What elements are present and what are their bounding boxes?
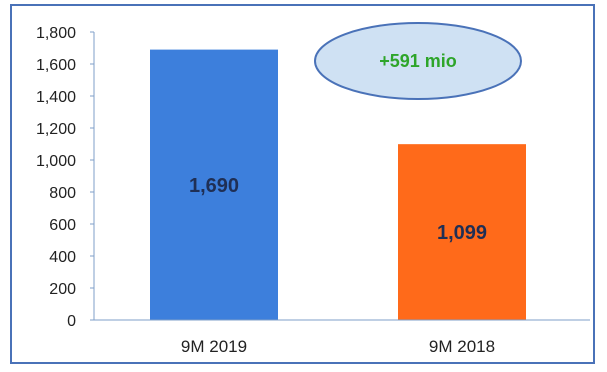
x-category-label: 9M 2019 bbox=[181, 337, 247, 356]
callout-text: +591 mio bbox=[379, 51, 457, 71]
y-tick-label: 1,600 bbox=[36, 57, 76, 74]
bar bbox=[150, 49, 278, 320]
x-axis: 9M 2019 9M 2018 bbox=[94, 319, 590, 356]
bar bbox=[398, 144, 526, 320]
data-label: 1,099 bbox=[437, 222, 487, 244]
difference-callout: +591 mio bbox=[314, 22, 522, 100]
bars: 1,690 1,099 bbox=[150, 49, 526, 320]
y-tick-label: 1,800 bbox=[36, 25, 76, 42]
y-tick-label: 600 bbox=[49, 217, 76, 234]
x-category-label: 9M 2018 bbox=[429, 337, 495, 356]
y-tick-label: 1,200 bbox=[36, 121, 76, 138]
y-tick-label: 800 bbox=[49, 185, 76, 202]
callout-ellipse bbox=[314, 22, 522, 100]
y-tick-label: 400 bbox=[49, 249, 76, 266]
y-tick-label: 1,400 bbox=[36, 89, 76, 106]
y-tick-label: 0 bbox=[67, 313, 76, 330]
y-axis: 0 200 400 600 800 1,000 1,200 1,400 1,600 1,800 bbox=[36, 25, 95, 330]
data-label: 1,690 bbox=[189, 175, 239, 197]
y-tick-label: 200 bbox=[49, 281, 76, 298]
y-tick-label: 1,000 bbox=[36, 153, 76, 170]
